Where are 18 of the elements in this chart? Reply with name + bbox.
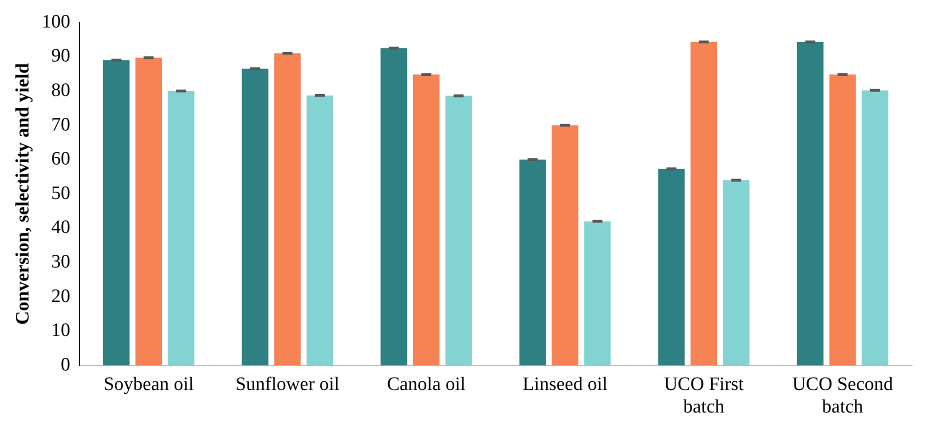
y-tick-label: 40: [51, 217, 70, 238]
y-tick-label: 50: [51, 182, 70, 204]
y-tick-label: 70: [51, 114, 70, 136]
y-tick-label: 90: [51, 46, 70, 67]
x-tick-label: Sunflower oil: [235, 374, 340, 395]
y-tick-label: 20: [51, 286, 70, 307]
y-tick-label: 10: [51, 320, 70, 342]
y-tick-label: 30: [51, 251, 70, 272]
y-tick-label: 60: [51, 148, 70, 170]
y-tick-label: 100: [42, 11, 70, 32]
y-tick-label: 0: [60, 354, 70, 376]
x-tick-label: Linseed oil: [522, 374, 608, 395]
y-axis-title: Conversion, selectivity and yield: [12, 62, 34, 325]
x-tick-label: UCO Second batch: [792, 374, 894, 418]
x-tick-label: Soybean oil: [104, 374, 194, 395]
x-tick-label: UCO First batch: [664, 374, 744, 418]
x-tick-label: Canola oil: [386, 374, 466, 395]
y-tick-label: 80: [51, 80, 70, 101]
